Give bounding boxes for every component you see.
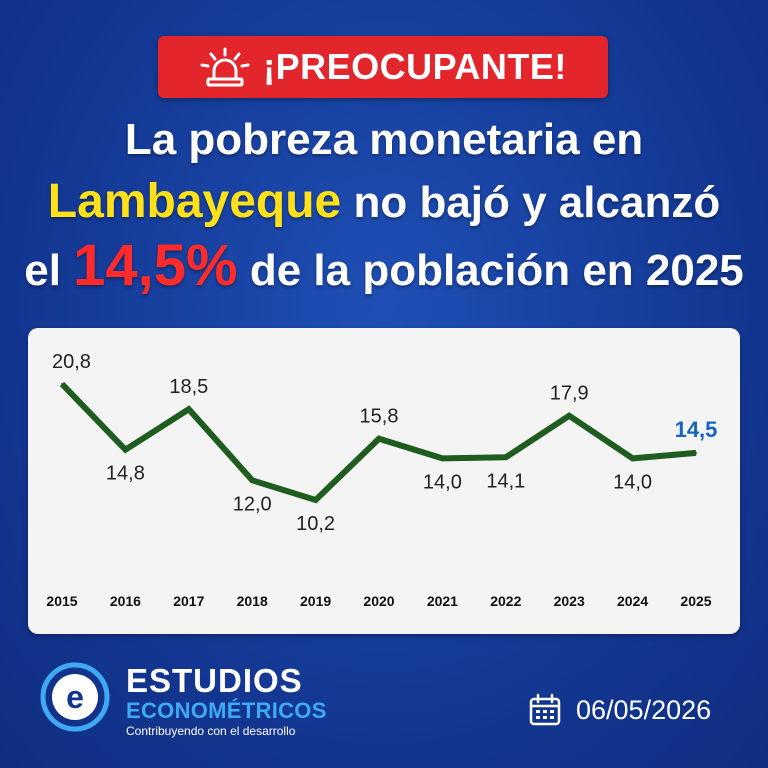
x-tick-2015: 2015 [46,593,77,609]
headline-line-3-post: de la población en 2025 [237,246,744,295]
x-tick-2025: 2025 [680,593,711,609]
x-tick-2022: 2022 [490,593,521,609]
headline-line-1-text: La pobreza monetaria en [124,115,644,164]
calendar-icon [529,693,561,726]
data-label-2015: 20,8 [52,351,91,373]
headline-line-3: el 14,5% de la población en 2025 [0,237,768,297]
x-tick-2018: 2018 [237,593,268,609]
data-point-2017 [187,408,190,411]
data-label-2016: 14,8 [106,463,145,485]
x-tick-2019: 2019 [300,593,331,609]
alert-badge-label: ¡PREOCUPANTE! [263,46,567,87]
brand-name-line-2: ECONOMÉTRICOS [126,698,327,723]
x-tick-2023: 2023 [554,593,585,609]
data-point-2018 [251,479,254,482]
data-point-2020 [378,437,380,440]
estudios-econometricos-logo-icon: e [40,662,110,732]
svg-text:e: e [66,679,84,715]
alarm-light-icon [200,47,250,87]
data-point-2022 [504,456,507,459]
alert-badge: ¡PREOCUPANTE! [158,36,608,98]
data-label-2018: 12,0 [233,493,272,515]
x-tick-2016: 2016 [110,593,141,609]
data-label-2017: 18,5 [169,376,208,398]
publication-date: 06/05/2026 [528,690,711,730]
data-label-2023: 17,9 [550,383,589,405]
data-point-2023 [568,414,571,417]
data-label-2019: 10,2 [296,513,335,535]
data-point-2025 [695,451,697,454]
headline-percentage: 14,5% [73,233,238,298]
data-point-2024 [631,457,634,460]
headline-line-3-pre: el [24,246,74,295]
headline-line-2-text: no bajó y alcanzó [341,178,721,227]
date-label: 06/05/2026 [576,694,712,725]
data-point-2016 [124,448,127,451]
data-label-2020: 15,8 [360,406,399,428]
x-tick-2017: 2017 [173,593,204,609]
headline-line-1: La pobreza monetaria en [0,114,768,166]
brand-name-line-1: ESTUDIOS [126,662,303,699]
headline-region: Lambayeque [47,175,342,228]
brand-logo: e ESTUDIOS ECONOMÉTRICOS Contribuyendo c… [40,658,360,748]
x-tick-2024: 2024 [617,593,648,609]
data-point-2019 [314,499,317,501]
x-tick-2021: 2021 [427,593,458,609]
poverty-line-chart: 20,8 2015 14,8 2016 18,5 2017 12,0 2018 10,2 2019… [46,351,718,609]
series-line [59,381,697,504]
data-label-2022: 14,1 [486,470,525,492]
headline-line-2: Lambayeque no bajó y alcanzó [0,176,768,229]
data-label-2025: 14,5 [675,417,718,442]
data-point-2015 [61,383,63,385]
data-label-2021: 14,0 [423,471,462,493]
brand-tagline: Contribuyendo con el desarrollo [126,724,296,738]
chart-card: 20,8 2015 14,8 2016 18,5 2017 12,0 2018 10,2 2019… [28,328,740,634]
x-tick-2020: 2020 [363,593,394,609]
data-label-2024: 14,0 [613,471,652,493]
data-point-2021 [441,457,444,460]
